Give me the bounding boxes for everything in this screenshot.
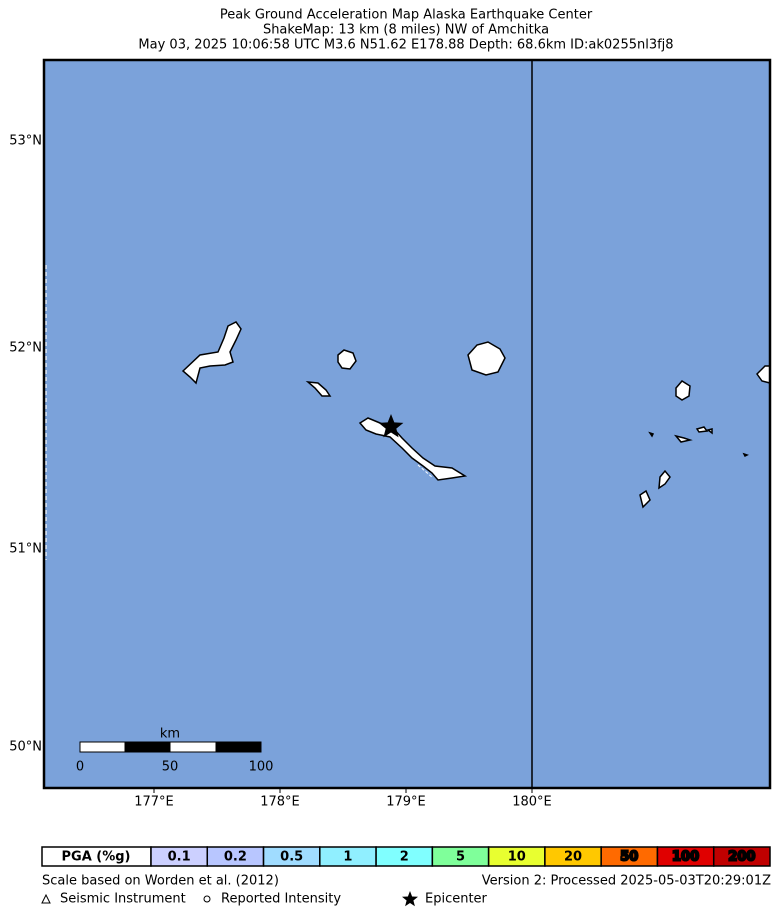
island [673, 434, 693, 443]
map: km [42, 58, 772, 790]
lat-label: 51°N [9, 542, 42, 557]
scale-unit: km [160, 727, 180, 742]
pga-legend: PGA (%g) 0.1 0.2 0.5 1 2 5 10 20 50 100 200 [41, 846, 771, 867]
legend-label: 0.1 [168, 850, 191, 865]
title: Peak Ground Acceleration Map Alaska Eart… [220, 8, 593, 23]
reference: Scale based on Worden et al. (2012) [42, 874, 279, 889]
island [706, 428, 713, 435]
symbol-label: Reported Intensity [221, 892, 341, 907]
lon-label: 177°E [134, 795, 174, 810]
legend-label: 50 [620, 850, 638, 865]
map-frame [42, 58, 772, 790]
island [742, 452, 749, 458]
lon-label: 178°E [260, 795, 300, 810]
island [648, 431, 655, 438]
symbol-label: Seismic Instrument [60, 892, 186, 907]
legend-label: 5 [456, 850, 465, 865]
epicenter [378, 414, 404, 438]
legend-swatch [712, 846, 771, 867]
lat-label: 50°N [9, 740, 42, 755]
legend-label: 10 [508, 850, 526, 865]
scale-label: 100 [249, 760, 274, 775]
intensity-symbol [203, 895, 211, 903]
island [337, 349, 357, 370]
island [658, 469, 671, 490]
scale-label: 0 [76, 760, 84, 775]
island [695, 426, 709, 433]
legend-label: 20 [564, 850, 582, 865]
island [181, 321, 242, 385]
legend-title: PGA (%g) [62, 850, 131, 865]
subtitle: ShakeMap: 13 km (8 miles) NW of Amchitka [263, 23, 549, 38]
legend-label: 0.5 [280, 850, 303, 865]
scale-label: 50 [162, 760, 179, 775]
legend-label: 0.2 [224, 850, 247, 865]
details: May 03, 2025 10:06:58 UTC M3.6 N51.62 E1… [138, 38, 673, 53]
version: Version 2: Processed 2025-05-03T20:29:01… [482, 874, 771, 889]
island [467, 341, 506, 376]
instrument-symbol [41, 893, 51, 904]
reef [417, 464, 434, 479]
island [639, 489, 651, 509]
lat-label: 53°N [9, 134, 42, 149]
legend-label: 1 [343, 850, 352, 865]
lon-label: 180°E [512, 795, 552, 810]
scale-bar: km [79, 727, 262, 753]
epicenter-symbol [402, 891, 418, 907]
symbol-label: Epicenter [425, 892, 488, 907]
lon-label: 179°E [386, 795, 426, 810]
lat-label: 52°N [9, 341, 42, 356]
legend-label: 200 [728, 850, 755, 865]
ocean [44, 60, 770, 788]
legend-label: 2 [400, 850, 409, 865]
legend-label: 100 [672, 850, 699, 865]
island [675, 380, 691, 401]
island [305, 381, 332, 397]
